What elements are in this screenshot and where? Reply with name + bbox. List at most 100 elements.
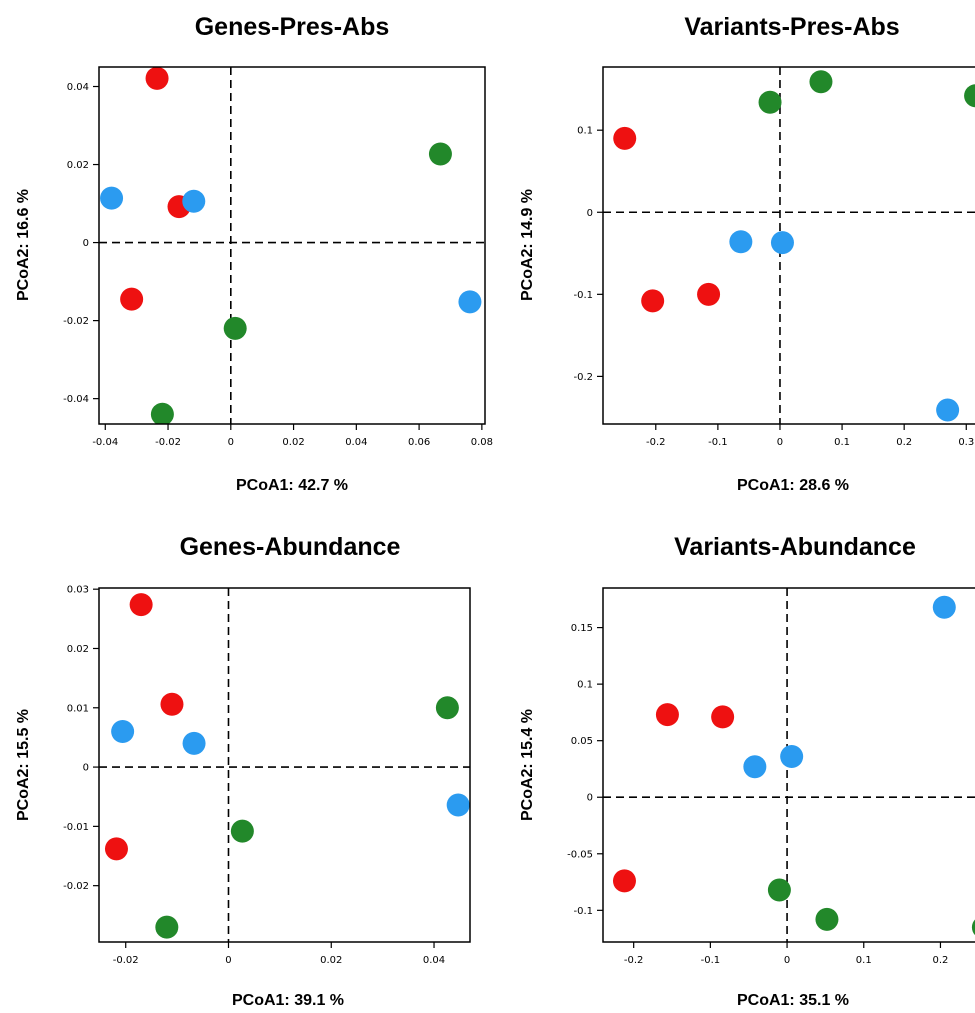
data-point-red bbox=[160, 692, 184, 716]
x-tick-label: -0.02 bbox=[113, 955, 139, 966]
y-axis-label: PCoA2: 16.6 % bbox=[15, 189, 32, 301]
plot-frame bbox=[98, 587, 471, 943]
reference-lines bbox=[99, 67, 485, 424]
x-tick-label: 0 bbox=[228, 437, 234, 448]
x-ticks: -0.02 0 0.02 0.04 bbox=[113, 942, 445, 966]
points bbox=[104, 593, 470, 939]
panel-title: Variants-Abundance bbox=[674, 533, 916, 561]
y-tick-label: 0.15 bbox=[571, 623, 593, 634]
y-tick-label: -0.02 bbox=[63, 881, 89, 892]
data-point-red bbox=[711, 705, 735, 729]
data-point-green bbox=[815, 907, 839, 931]
data-point-red bbox=[612, 869, 636, 893]
data-point-blue bbox=[111, 719, 135, 743]
x-tick-label: -0.2 bbox=[624, 955, 644, 966]
data-point-red bbox=[129, 593, 153, 617]
y-tick-label: 0.04 bbox=[67, 82, 89, 93]
x-tick-label: 0.1 bbox=[856, 955, 872, 966]
y-tick-label: 0 bbox=[83, 238, 89, 249]
data-point-green bbox=[964, 84, 975, 108]
y-tick-label: -0.01 bbox=[63, 822, 89, 833]
data-point-red bbox=[641, 289, 665, 313]
data-point-blue bbox=[446, 793, 470, 817]
x-tick-label: 0.04 bbox=[345, 437, 367, 448]
data-point-red bbox=[104, 837, 128, 861]
data-point-blue bbox=[458, 290, 482, 314]
x-tick-label: 0 bbox=[225, 955, 231, 966]
y-tick-label: 0.01 bbox=[67, 703, 89, 714]
x-axis-label: PCoA1: 42.7 % bbox=[236, 477, 348, 494]
y-ticks: 0.04 0.02 0 -0.02 -0.04 bbox=[63, 82, 99, 405]
y-tick-label: 0.1 bbox=[577, 126, 593, 137]
plot-frame bbox=[602, 66, 975, 425]
data-point-green bbox=[809, 70, 833, 94]
x-tick-label: 0.3 bbox=[958, 437, 974, 448]
x-tick-label: -0.1 bbox=[708, 437, 728, 448]
data-point-blue bbox=[743, 755, 767, 779]
y-axis-label: PCoA2: 15.5 % bbox=[15, 709, 32, 821]
y-tick-label: -0.05 bbox=[567, 849, 593, 860]
x-tick-label: 0.06 bbox=[408, 437, 430, 448]
x-tick-label: 0 bbox=[784, 955, 790, 966]
y-tick-label: 0.1 bbox=[577, 680, 593, 691]
x-tick-label: 0.08 bbox=[471, 437, 493, 448]
data-point-red bbox=[120, 287, 144, 311]
panel-title: Genes-Pres-Abs bbox=[195, 13, 390, 41]
y-tick-label: -0.04 bbox=[63, 394, 89, 405]
data-point-blue bbox=[932, 595, 956, 619]
data-point-red bbox=[655, 703, 679, 727]
x-tick-label: 0.04 bbox=[423, 955, 445, 966]
panel-variants-abundance: Variants-Abundance -0.2 -0.1 0 0.1 0.2 0.15 0… bbox=[519, 533, 975, 1009]
y-tick-label: 0.02 bbox=[67, 160, 89, 171]
panel-title: Variants-Pres-Abs bbox=[684, 13, 899, 41]
y-ticks: 0.15 0.1 0.05 0 -0.05 -0.1 bbox=[567, 623, 603, 917]
x-tick-label: 0.1 bbox=[834, 437, 850, 448]
y-tick-label: 0 bbox=[587, 208, 593, 219]
data-point-green bbox=[223, 316, 247, 340]
data-point-green bbox=[155, 915, 179, 939]
data-point-blue bbox=[780, 745, 804, 769]
reference-lines bbox=[99, 588, 470, 942]
x-ticks: -0.2 -0.1 0 0.1 0.2 0.3 bbox=[646, 424, 974, 448]
data-point-green bbox=[150, 402, 174, 424]
x-tick-label: 0.02 bbox=[282, 437, 304, 448]
y-tick-label: 0.05 bbox=[571, 736, 593, 747]
x-tick-label: 0.2 bbox=[896, 437, 912, 448]
data-point-green bbox=[428, 142, 452, 166]
data-point-blue bbox=[182, 189, 206, 213]
x-tick-label: -0.02 bbox=[155, 437, 181, 448]
data-point-green bbox=[758, 90, 782, 114]
plot-frame bbox=[98, 66, 486, 425]
y-tick-label: -0.1 bbox=[573, 290, 593, 301]
y-ticks: 0.1 0 -0.1 -0.2 bbox=[573, 126, 603, 383]
y-tick-label: 0 bbox=[83, 763, 89, 774]
data-point-blue bbox=[729, 230, 753, 254]
panel-variants-pres-abs: Variants-Pres-Abs -0.2 -0.1 0 0.1 0.2 0.3 0.1… bbox=[519, 13, 975, 494]
panel-genes-pres-abs: Genes-Pres-Abs -0.04 -0.02 0 0.02 0.04 0.06 0.… bbox=[15, 13, 493, 494]
data-point-green bbox=[971, 919, 975, 936]
reference-lines bbox=[603, 67, 975, 424]
x-ticks: -0.04 -0.02 0 0.02 0.04 0.06 0.08 bbox=[92, 424, 493, 448]
x-tick-label: -0.04 bbox=[92, 437, 118, 448]
data-point-red bbox=[613, 126, 637, 150]
data-point-red bbox=[697, 282, 721, 306]
points bbox=[100, 67, 482, 424]
x-tick-label: 0.2 bbox=[932, 955, 948, 966]
data-point-green bbox=[230, 819, 254, 843]
x-tick-label: -0.1 bbox=[701, 955, 721, 966]
data-point-blue bbox=[100, 186, 124, 210]
y-tick-label: 0.02 bbox=[67, 644, 89, 655]
x-tick-label: 0.02 bbox=[320, 955, 342, 966]
x-axis-label: PCoA1: 28.6 % bbox=[737, 477, 849, 494]
points bbox=[612, 595, 975, 936]
data-point-green bbox=[767, 878, 791, 902]
y-tick-label: 0.03 bbox=[67, 585, 89, 596]
data-point-blue bbox=[770, 231, 794, 255]
plot-frame bbox=[602, 587, 975, 943]
y-tick-label: 0 bbox=[587, 793, 593, 804]
y-ticks: 0.03 0.02 0.01 0 -0.01 -0.02 bbox=[63, 585, 99, 892]
data-point-blue bbox=[182, 731, 206, 755]
points bbox=[613, 70, 975, 422]
x-axis-label: PCoA1: 35.1 % bbox=[737, 992, 849, 1009]
